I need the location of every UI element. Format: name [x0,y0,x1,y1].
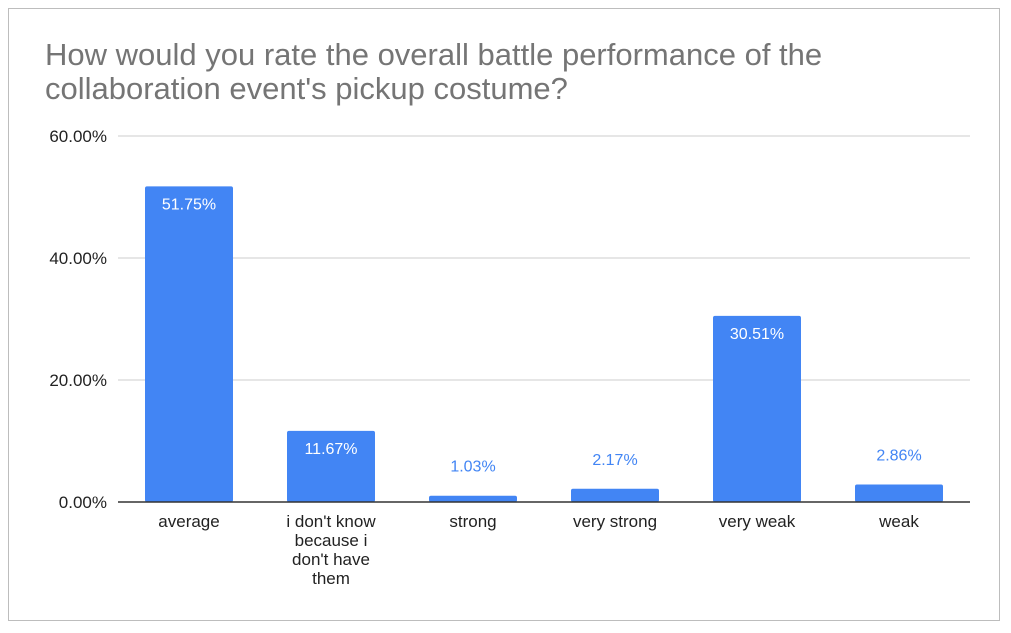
data-label: 2.86% [876,448,921,465]
x-tick-label: i don't know [286,512,376,531]
x-tick-label: very strong [573,512,657,531]
x-tick-label: average [158,512,219,531]
x-tick-label: because i [295,531,368,550]
y-tick-label: 40.00% [49,249,107,268]
data-label: 1.03% [450,459,495,476]
bar [287,430,375,502]
x-tick-label: very weak [719,512,796,531]
bar [571,488,659,502]
x-tick-label: weak [878,512,919,531]
x-tick-label: them [312,569,350,588]
x-tick-label: strong [449,512,496,531]
x-tick-label: don't have [292,550,370,569]
data-label: 51.75% [162,196,216,213]
bar [429,495,517,502]
bar [855,484,943,502]
y-tick-label: 0.00% [59,493,107,512]
chart-title: How would you rate the overall battle pe… [45,37,823,106]
data-label: 30.51% [730,326,784,343]
y-tick-label: 20.00% [49,371,107,390]
data-label: 11.67% [304,441,357,458]
data-label: 2.17% [592,452,637,469]
bar [713,315,801,502]
y-tick-label: 60.00% [49,127,107,146]
bar [145,186,233,502]
